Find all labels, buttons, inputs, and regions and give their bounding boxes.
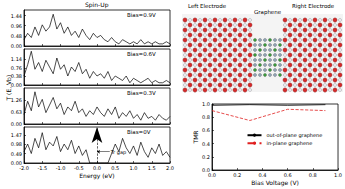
svg-text:0.00: 0.00	[10, 160, 22, 166]
svg-text:0.98: 0.98	[11, 141, 22, 147]
svg-text:1.5: 1.5	[148, 165, 156, 171]
svg-text:0.6: 0.6	[202, 127, 210, 133]
svg-text:in-plane graphene: in-plane graphene	[267, 140, 313, 147]
svg-text:-1.0: -1.0	[56, 165, 66, 171]
svg-text:0.0: 0.0	[93, 165, 101, 171]
svg-text:Bias=0.9V: Bias=0.9V	[127, 12, 156, 18]
svg-text:0.0: 0.0	[202, 167, 210, 173]
svg-text:0.4: 0.4	[202, 141, 210, 147]
svg-text:1.0: 1.0	[334, 172, 342, 178]
svg-text:Energy (eV): Energy (eV)	[79, 172, 114, 180]
svg-text:1.14: 1.14	[11, 56, 22, 62]
svg-text:2.0: 2.0	[166, 165, 174, 171]
svg-text:0.2: 0.2	[233, 172, 241, 178]
svg-text:1.26: 1.26	[11, 97, 22, 103]
svg-text:Spin-Up: Spin-Up	[85, 1, 109, 9]
svg-text:Bias=0.3V: Bias=0.3V	[127, 90, 156, 96]
svg-text:Bias=0.6V: Bias=0.6V	[127, 51, 156, 57]
svg-text:-0.5: -0.5	[74, 165, 84, 171]
svg-text:0.8: 0.8	[309, 172, 317, 178]
svg-text:-1.5: -1.5	[37, 165, 47, 171]
svg-text:0.48: 0.48	[11, 33, 22, 39]
svg-text:0.2: 0.2	[202, 154, 210, 160]
svg-text:0.00: 0.00	[11, 82, 22, 88]
svg-text:0.63: 0.63	[11, 109, 22, 115]
svg-text:1.47: 1.47	[11, 132, 22, 138]
svg-text:T (E, Vb): T (E, Vb)	[4, 74, 12, 101]
svg-text:1.44: 1.44	[11, 13, 22, 19]
svg-text:0.00: 0.00	[11, 121, 22, 127]
svg-text:-2.0: -2.0	[19, 165, 29, 171]
svg-text:out-of-plane graphene: out-of-plane graphene	[267, 132, 323, 139]
svg-text:0.4: 0.4	[258, 172, 266, 178]
svg-text:Graphene: Graphene	[254, 9, 282, 16]
svg-text:Right Electrode: Right Electrode	[292, 3, 335, 10]
svg-text:TMR: TMR	[192, 130, 199, 144]
svg-text:Bias=0V: Bias=0V	[127, 129, 151, 135]
svg-text:0.5: 0.5	[111, 165, 119, 171]
svg-text:0.8: 0.8	[202, 114, 210, 120]
svg-text:Left Electrode: Left Electrode	[188, 3, 227, 9]
svg-text:0.0: 0.0	[208, 172, 216, 178]
svg-text:0.38: 0.38	[11, 73, 22, 79]
svg-text:0.00: 0.00	[11, 43, 22, 49]
svg-text:Bias Voltage (V): Bias Voltage (V)	[251, 179, 299, 187]
svg-text:0.49: 0.49	[11, 151, 22, 157]
svg-text:1.0: 1.0	[130, 165, 138, 171]
svg-text:0.76: 0.76	[11, 65, 22, 71]
svg-text:0.96: 0.96	[11, 23, 22, 29]
svg-text:1.0: 1.0	[202, 101, 210, 107]
svg-text:0.6: 0.6	[284, 172, 292, 178]
svg-text:Tr gap: Tr gap	[110, 149, 126, 156]
